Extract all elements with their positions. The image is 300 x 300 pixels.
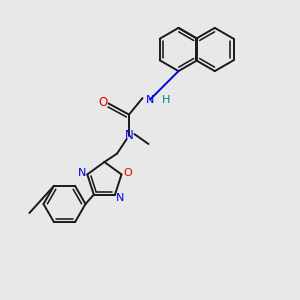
Text: O: O: [124, 168, 133, 178]
Text: N: N: [78, 168, 86, 178]
Text: N: N: [124, 129, 134, 142]
Text: N: N: [116, 193, 124, 202]
Text: N: N: [146, 94, 154, 105]
Text: H: H: [162, 94, 170, 105]
Text: O: O: [99, 95, 108, 109]
